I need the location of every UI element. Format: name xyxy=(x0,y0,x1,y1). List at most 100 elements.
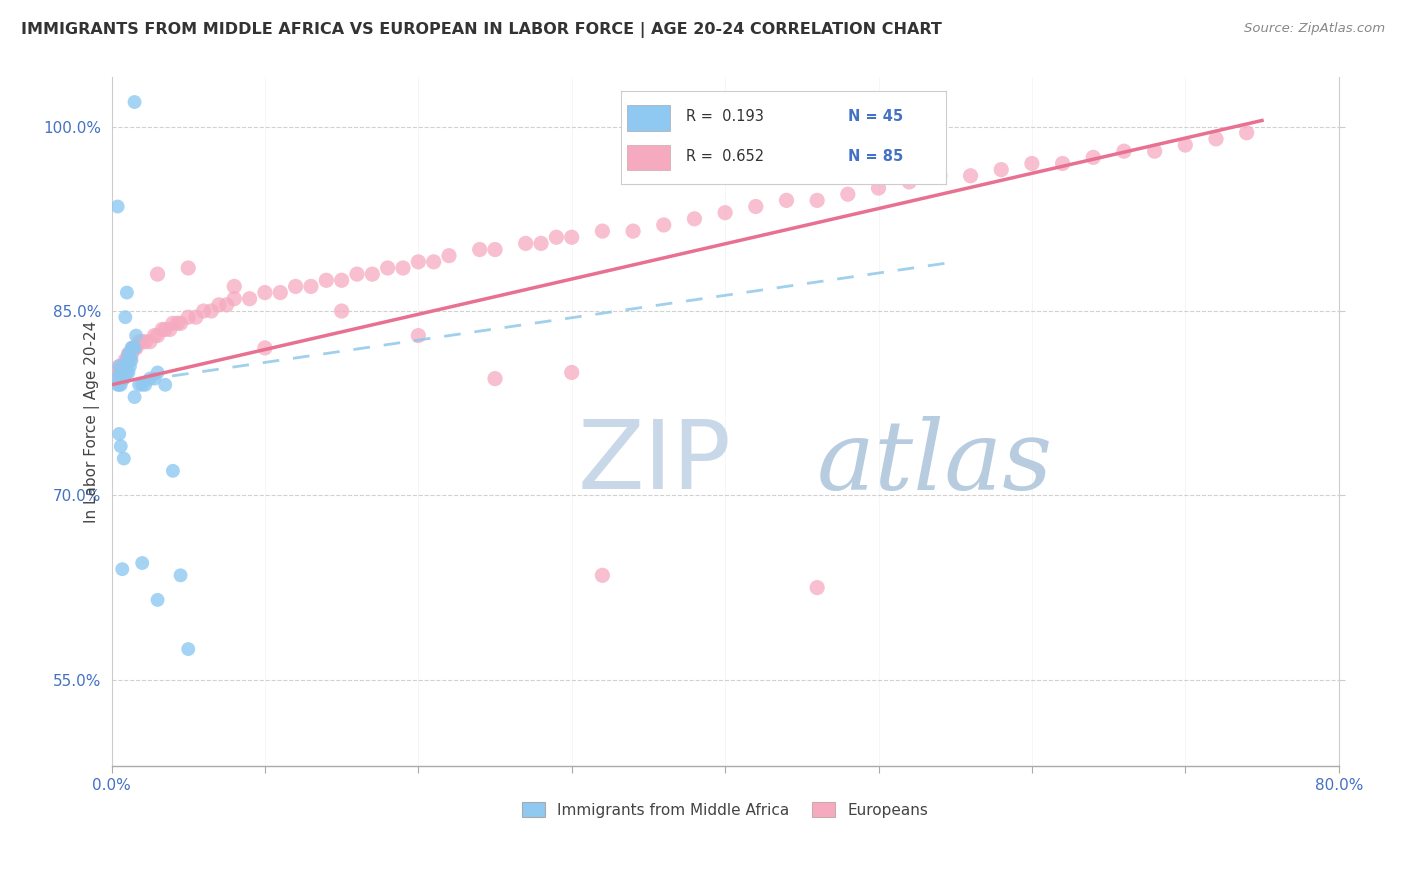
Y-axis label: In Labor Force | Age 20-24: In Labor Force | Age 20-24 xyxy=(84,320,100,523)
Point xyxy=(118,353,141,368)
Point xyxy=(121,341,143,355)
Point xyxy=(1236,126,1258,140)
Text: IMMIGRANTS FROM MIDDLE AFRICA VS EUROPEAN IN LABOR FORCE | AGE 20-24 CORRELATION: IMMIGRANTS FROM MIDDLE AFRICA VS EUROPEA… xyxy=(21,22,942,38)
Point xyxy=(115,285,138,300)
Point xyxy=(837,187,859,202)
Point xyxy=(959,169,981,183)
Point xyxy=(139,371,162,385)
Point xyxy=(125,341,148,355)
Point xyxy=(110,439,132,453)
Point xyxy=(361,267,384,281)
Point xyxy=(1143,145,1166,159)
Point xyxy=(112,366,135,380)
Point xyxy=(621,224,644,238)
Point xyxy=(215,298,238,312)
Point xyxy=(484,371,506,385)
Point xyxy=(269,285,291,300)
Point xyxy=(1021,156,1043,170)
Point xyxy=(146,593,169,607)
Point xyxy=(408,255,430,269)
Point xyxy=(422,255,444,269)
Point xyxy=(468,243,491,257)
Point xyxy=(652,218,675,232)
Text: ZIP: ZIP xyxy=(578,417,731,509)
Point xyxy=(122,341,145,355)
Point xyxy=(162,464,184,478)
Point xyxy=(111,562,134,576)
Point xyxy=(115,366,138,380)
Point xyxy=(115,359,138,374)
Point xyxy=(315,273,337,287)
Point xyxy=(284,279,307,293)
Point xyxy=(146,328,169,343)
Point xyxy=(193,304,215,318)
Point xyxy=(162,316,184,330)
Point xyxy=(346,267,368,281)
Point xyxy=(114,359,136,374)
Point xyxy=(169,316,191,330)
Point xyxy=(108,377,131,392)
Point xyxy=(111,366,134,380)
Point xyxy=(155,377,177,392)
Point xyxy=(124,341,146,355)
Point xyxy=(143,328,166,343)
Point xyxy=(177,310,200,325)
Point xyxy=(169,568,191,582)
Point xyxy=(200,304,222,318)
Point xyxy=(112,451,135,466)
Point xyxy=(253,341,276,355)
Point xyxy=(131,556,153,570)
Point xyxy=(1112,145,1135,159)
Point xyxy=(155,322,177,336)
Point xyxy=(108,426,131,441)
Point xyxy=(806,194,828,208)
Point xyxy=(117,366,139,380)
Point xyxy=(124,341,146,355)
Point xyxy=(515,236,537,251)
Point xyxy=(408,328,430,343)
Point xyxy=(124,390,146,404)
Point xyxy=(114,366,136,380)
Point xyxy=(117,347,139,361)
Point xyxy=(184,310,207,325)
Point xyxy=(150,322,173,336)
Point xyxy=(224,292,246,306)
Point xyxy=(806,581,828,595)
Point xyxy=(114,310,136,325)
Point xyxy=(105,366,128,380)
Point xyxy=(115,353,138,368)
Point xyxy=(121,347,143,361)
Point xyxy=(111,371,134,385)
Point xyxy=(330,304,353,318)
Point xyxy=(561,366,583,380)
Point xyxy=(745,200,768,214)
Point xyxy=(131,377,153,392)
Point xyxy=(253,285,276,300)
Point xyxy=(484,243,506,257)
Point xyxy=(1052,156,1074,170)
Point xyxy=(714,205,737,219)
Point xyxy=(775,194,797,208)
Point xyxy=(392,260,415,275)
Point xyxy=(437,249,460,263)
Point xyxy=(330,273,353,287)
Point xyxy=(131,334,153,349)
Point xyxy=(208,298,231,312)
Point xyxy=(108,359,131,374)
Point xyxy=(122,341,145,355)
Point xyxy=(377,260,399,275)
Point xyxy=(1083,150,1105,164)
Point xyxy=(107,200,129,214)
Point xyxy=(118,359,141,374)
Point xyxy=(125,328,148,343)
Point xyxy=(114,353,136,368)
Point xyxy=(224,279,246,293)
Point xyxy=(134,334,156,349)
Point xyxy=(105,371,128,385)
Point xyxy=(124,95,146,109)
Point xyxy=(146,267,169,281)
Point xyxy=(115,353,138,368)
Point xyxy=(118,347,141,361)
Point xyxy=(591,568,613,582)
Point xyxy=(898,175,921,189)
